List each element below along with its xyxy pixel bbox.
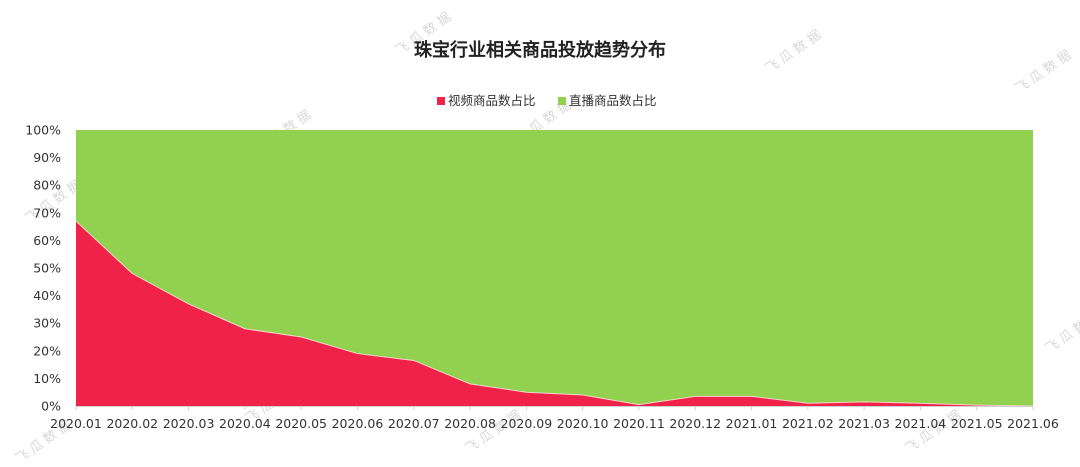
y-tick-label: 90% bbox=[33, 150, 61, 165]
x-tick-label: 2020.02 bbox=[106, 416, 158, 431]
x-tick-label: 2021.05 bbox=[951, 416, 1003, 431]
x-tick-label: 2020.11 bbox=[613, 416, 665, 431]
series-area-1 bbox=[76, 221, 1033, 406]
legend: 视频商品数占比 直播商品数占比 bbox=[437, 93, 657, 108]
y-tick-label: 10% bbox=[33, 371, 61, 386]
y-tick-label: 50% bbox=[33, 261, 61, 276]
legend-label: 直播商品数占比 bbox=[569, 93, 657, 108]
y-tick-label: 20% bbox=[33, 343, 61, 358]
x-tick-label: 2020.10 bbox=[557, 416, 609, 431]
y-axis: 0% 10% 20% 30% 40% 50% 60% 70% 80% 90% 100% bbox=[25, 123, 61, 414]
x-tick-label: 2020.08 bbox=[444, 416, 496, 431]
series-area-2 bbox=[76, 130, 1033, 406]
x-tick-label: 2020.07 bbox=[388, 416, 440, 431]
y-tick-label: 30% bbox=[33, 316, 61, 331]
legend-swatch bbox=[558, 97, 566, 105]
x-tick-label: 2021.03 bbox=[838, 416, 890, 431]
x-tick-label: 2020.05 bbox=[275, 416, 327, 431]
y-tick-label: 80% bbox=[33, 178, 61, 193]
x-tick-label: 2020.03 bbox=[163, 416, 215, 431]
series-boundary-line bbox=[75, 220, 1034, 407]
x-tick-label: 2021.04 bbox=[895, 416, 947, 431]
x-tick-label: 2021.06 bbox=[1007, 416, 1059, 431]
legend-swatch bbox=[437, 97, 445, 105]
y-tick-label: 60% bbox=[33, 233, 61, 248]
chart-title: 珠宝行业相关商品投放趋势分布 bbox=[414, 39, 666, 61]
x-tick-label: 2020.09 bbox=[501, 416, 553, 431]
x-tick-label: 2020.01 bbox=[50, 416, 102, 431]
x-tick-label: 2021.01 bbox=[726, 416, 778, 431]
y-tick-label: 70% bbox=[33, 205, 61, 220]
y-tick-label: 0% bbox=[41, 399, 61, 414]
x-tick-label: 2021.02 bbox=[782, 416, 834, 431]
x-tick-label: 2020.06 bbox=[332, 416, 384, 431]
x-tick-label: 2020.12 bbox=[669, 416, 721, 431]
plot-areas bbox=[75, 130, 1034, 407]
y-tick-label: 40% bbox=[33, 288, 61, 303]
x-axis: 2020.01 2020.02 2020.03 2020.04 2020.05 2020.… bbox=[50, 406, 1059, 431]
x-tick-label: 2020.04 bbox=[219, 416, 271, 431]
y-tick-label: 100% bbox=[25, 123, 61, 138]
legend-label: 视频商品数占比 bbox=[448, 93, 536, 108]
